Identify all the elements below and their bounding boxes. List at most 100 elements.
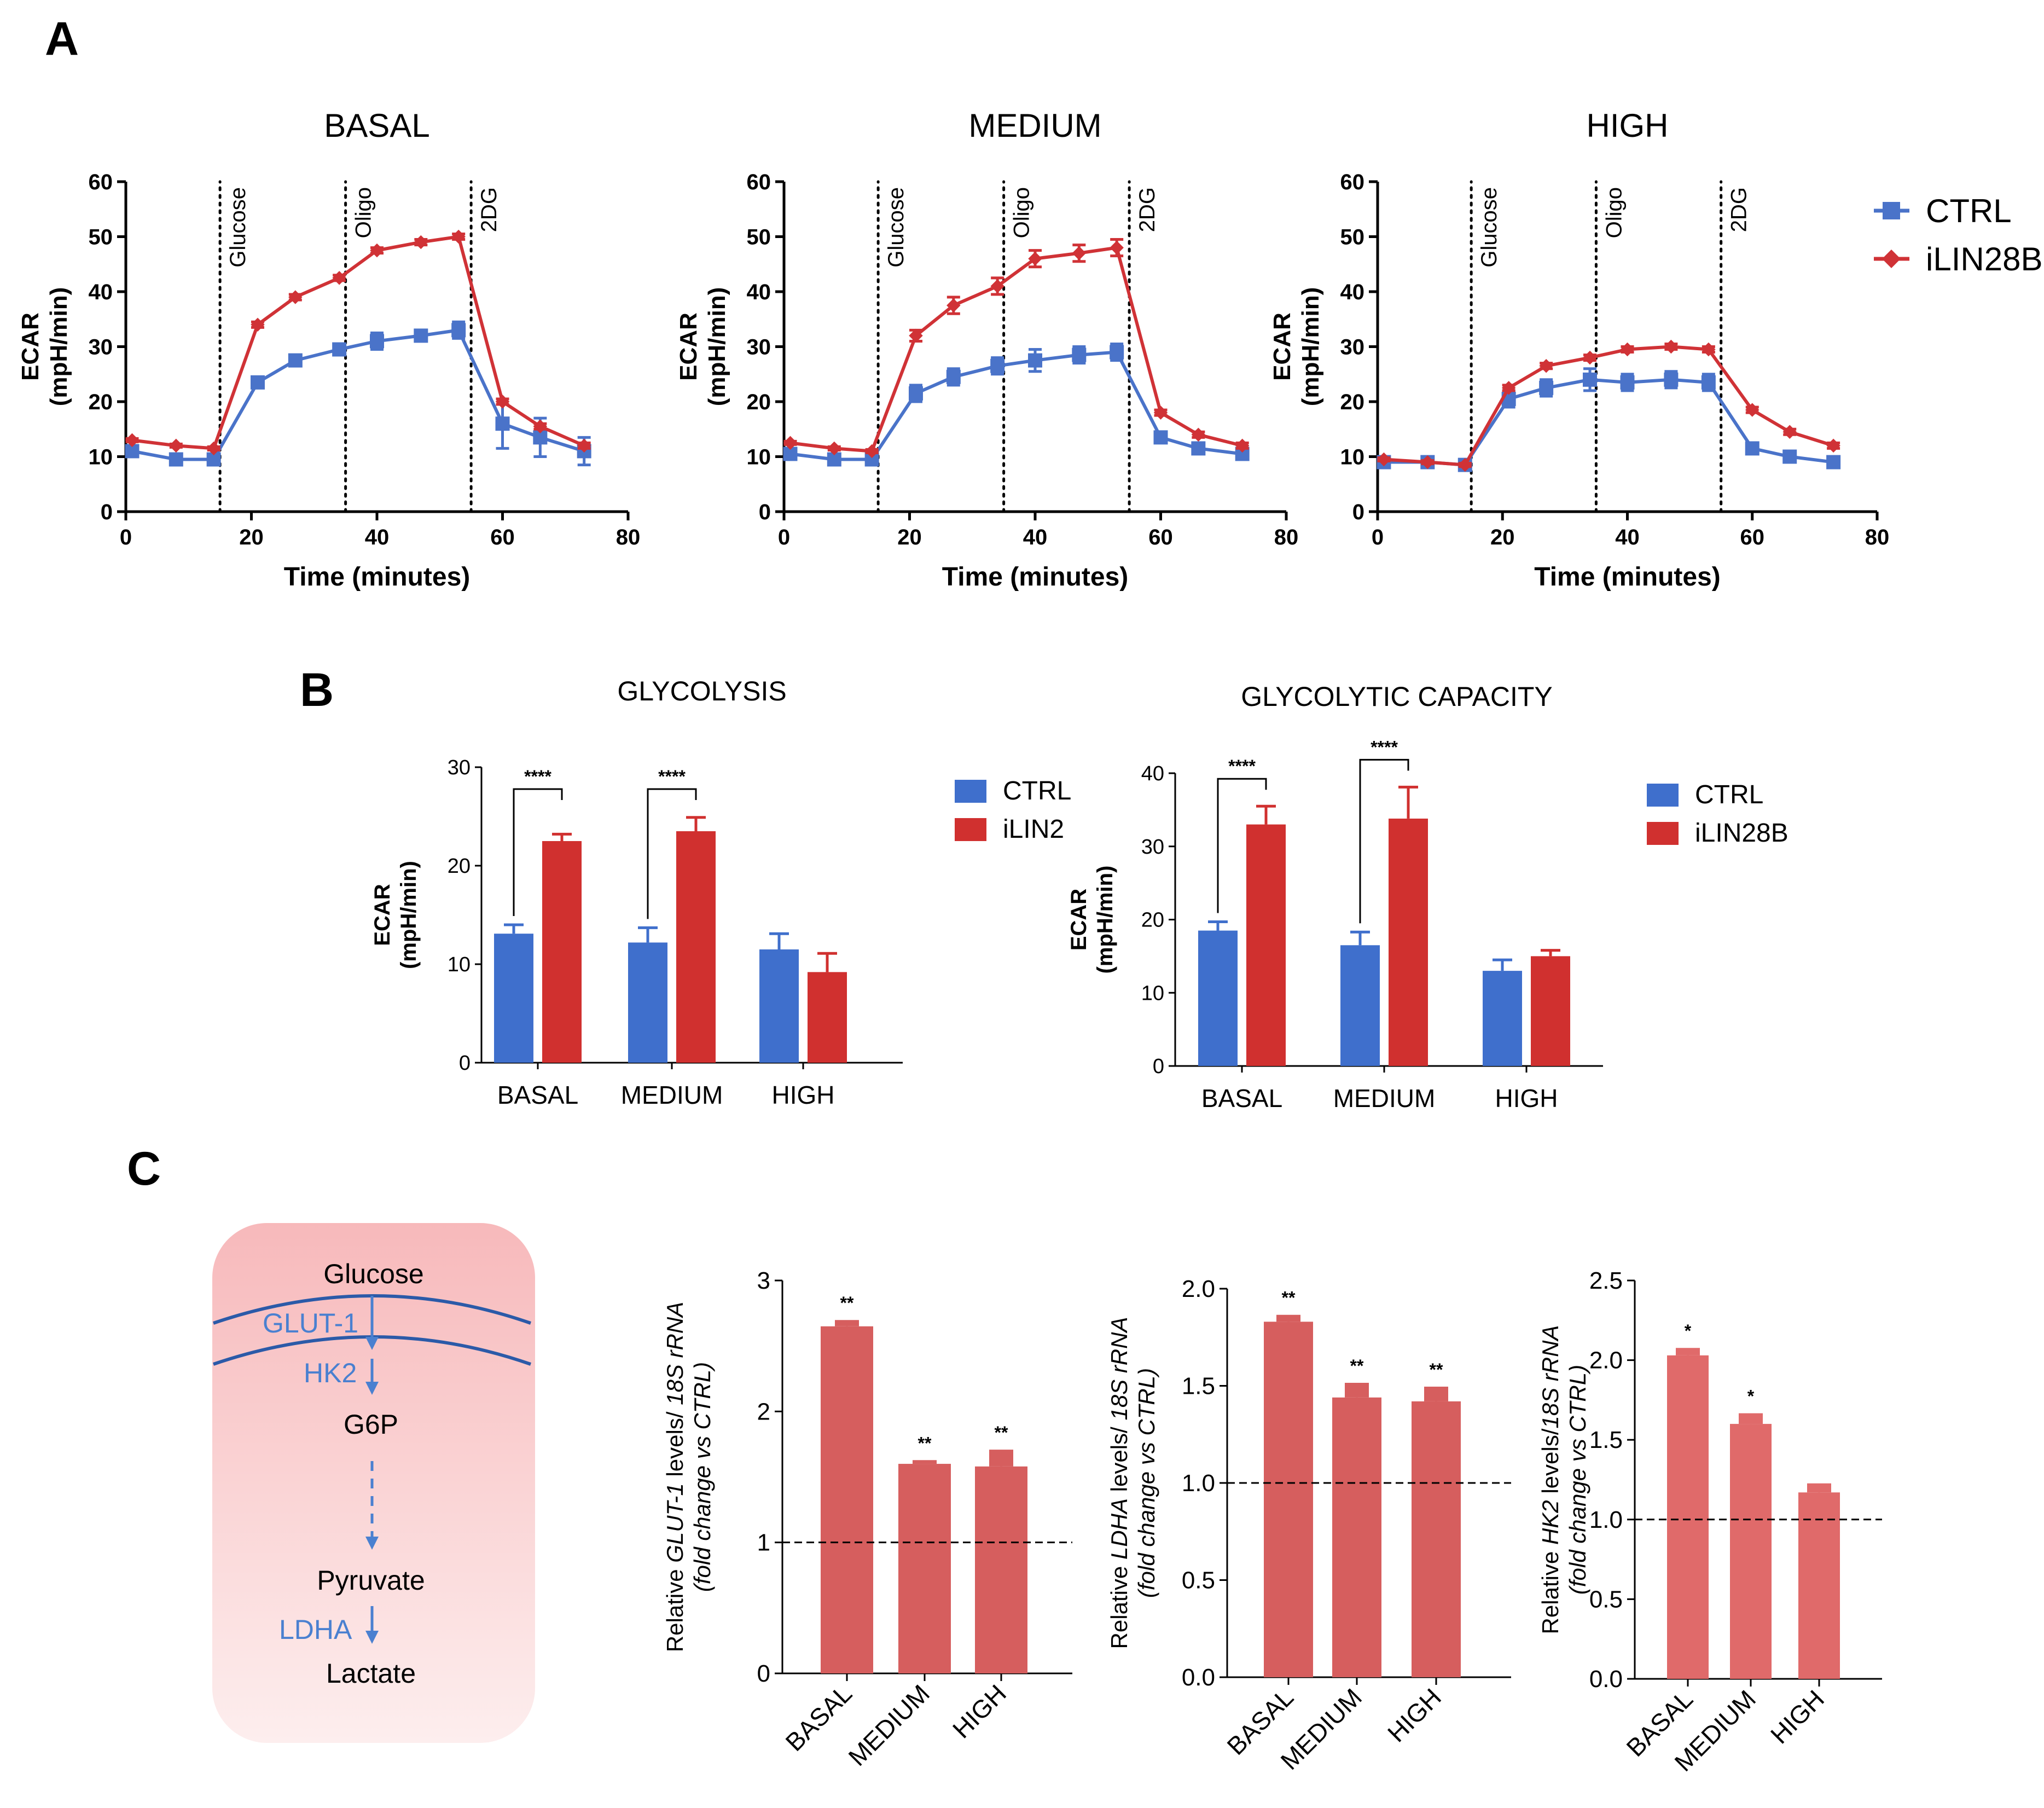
bar-ilin28b — [676, 831, 716, 1063]
y-tick-label: 40 — [747, 280, 771, 304]
glucose-label: Glucose — [323, 1259, 423, 1289]
significance-label: **** — [1371, 737, 1398, 757]
cell-background — [212, 1223, 535, 1743]
data-point-ctrl — [1701, 375, 1716, 390]
y-tick-label: 0.0 — [1589, 1666, 1623, 1693]
error-box — [835, 1321, 859, 1326]
panel-label-a: A — [45, 13, 79, 65]
data-point-ctrl — [908, 386, 923, 401]
y-tick-label: 1.0 — [1589, 1506, 1623, 1533]
y-tick-label: 10 — [747, 445, 771, 470]
error-box — [1276, 1316, 1300, 1322]
y-label-levels: levels/ — [1537, 1428, 1563, 1500]
data-point-ilin28b — [169, 438, 183, 453]
significance-label: ** — [1350, 1356, 1364, 1376]
injection-label: Oligo — [352, 187, 376, 238]
expression-bar — [975, 1466, 1027, 1673]
category-label: MEDIUM — [621, 1081, 723, 1109]
error-box — [1345, 1383, 1369, 1398]
y-tick-label: 40 — [1141, 762, 1164, 785]
data-point-ilin28b — [1539, 358, 1553, 373]
significance-label: * — [1685, 1321, 1692, 1341]
y-label-prefix: Relative — [1106, 1560, 1132, 1649]
y-label-gene: LDHA — [1106, 1498, 1132, 1560]
arrowhead-3 — [365, 1537, 379, 1550]
legend-ilin-label: iLIN28B — [1926, 241, 2042, 277]
y-tick-label: 20 — [747, 390, 771, 414]
y-tick-label: 2.5 — [1589, 1267, 1623, 1294]
data-point-ctrl — [946, 369, 961, 384]
x-tick-label: 20 — [1490, 525, 1515, 549]
y-label-levels: levels/ — [1106, 1421, 1132, 1498]
pyruvate-label: Pyruvate — [317, 1565, 425, 1596]
bar-ilin28b — [1389, 818, 1428, 1066]
chart-title: GLYCOLYTIC CAPACITY — [1241, 681, 1553, 712]
y-tick-label: 0.5 — [1589, 1586, 1623, 1613]
data-point-ilin28b — [1620, 342, 1635, 357]
chart-title: BASAL — [324, 107, 429, 144]
y-label-gene: HK2 — [1537, 1500, 1563, 1545]
bar-ctrl — [759, 949, 799, 1063]
significance-label: **** — [1228, 756, 1256, 776]
hk2-label: HK2 — [304, 1358, 357, 1388]
category-label: HIGH — [1495, 1084, 1558, 1112]
arrowhead-4 — [365, 1631, 379, 1644]
y-tick-label: 2.0 — [1182, 1276, 1215, 1302]
glut1-label: GLUT-1 — [263, 1308, 358, 1338]
y-axis-label-line1: Relative GLUT-1 levels/ 18S rRNA — [662, 1302, 688, 1652]
data-point-ctrl — [451, 323, 466, 338]
series-line-ilin28b — [1384, 345, 1834, 467]
data-point-ctrl — [332, 342, 347, 357]
arrowhead-1 — [365, 1337, 379, 1350]
data-point-ilin28b — [495, 395, 510, 409]
data-point-ctrl — [1826, 455, 1841, 470]
y-tick-label: 40 — [89, 280, 113, 304]
x-axis-label: Time (minutes) — [942, 563, 1129, 592]
y-label-levels: levels/ — [662, 1405, 688, 1483]
bar-ctrl — [1340, 945, 1380, 1066]
y-axis-label-line2: (mpH/min) — [704, 287, 730, 407]
legend-ilin-swatch — [1647, 822, 1679, 845]
y-tick-label: 2 — [757, 1398, 770, 1425]
y-tick-label: 2.0 — [1589, 1347, 1623, 1374]
legend-ctrl-marker — [1883, 202, 1900, 219]
significance-label: **** — [524, 767, 551, 786]
x-tick-label: 60 — [1740, 525, 1765, 549]
category-label: BASAL — [1201, 1084, 1282, 1112]
injection-label: 2DG — [477, 187, 501, 232]
y-label-rrna: 18S rRNA — [1106, 1317, 1132, 1421]
data-point-ctrl — [1620, 375, 1635, 390]
chart-hk2-expression: 0.0 0.5 1.0 1.5 2.0 2.5 Relative HK2 levels/18… — [1537, 1267, 1882, 1777]
y-axis-label-line1: ECAR — [370, 884, 394, 946]
data-point-ilin28b — [251, 317, 265, 332]
data-point-ilin28b — [1072, 246, 1087, 260]
series-line-ctrl — [790, 350, 1243, 461]
chart-glut1-expression: 0 1 2 3 Relative GLUT-1 levels/ 18S rRNA(fol… — [662, 1267, 1072, 1771]
legend-ilin-swatch — [955, 818, 986, 841]
data-point-ilin28b — [288, 290, 303, 304]
data-point-ctrl — [1782, 449, 1797, 464]
y-axis-label-line1: Relative LDHA levels/ 18S rRNA — [1106, 1317, 1132, 1649]
data-point-ilin28b — [1664, 339, 1679, 354]
y-axis-label-line2: (mpH/min) — [397, 861, 421, 969]
x-tick-label: 20 — [239, 525, 264, 549]
y-label-gene: GLUT-1 — [662, 1483, 688, 1563]
y-axis-label-line1: Relative HK2 levels/18S rRNA — [1537, 1325, 1563, 1635]
y-tick-label: 50 — [1340, 225, 1365, 250]
injection-label: Oligo — [1602, 187, 1626, 238]
y-tick-label: 1.5 — [1589, 1427, 1623, 1453]
y-tick-label: 1.0 — [1182, 1470, 1215, 1497]
data-point-ctrl — [288, 353, 303, 368]
significance-label: * — [1747, 1387, 1755, 1406]
y-tick-label: 30 — [89, 335, 113, 360]
y-axis-label-line2: (mpH/min) — [45, 287, 72, 407]
data-point-ilin28b — [1110, 240, 1124, 255]
y-label-prefix: Relative — [662, 1563, 688, 1652]
expression-bar — [1798, 1492, 1840, 1679]
y-tick-label: 60 — [1340, 170, 1365, 194]
x-tick-label: 20 — [897, 525, 922, 549]
bar-ctrl — [1198, 930, 1238, 1066]
significance-label: ** — [840, 1293, 854, 1313]
bar-ilin28b — [542, 841, 582, 1063]
